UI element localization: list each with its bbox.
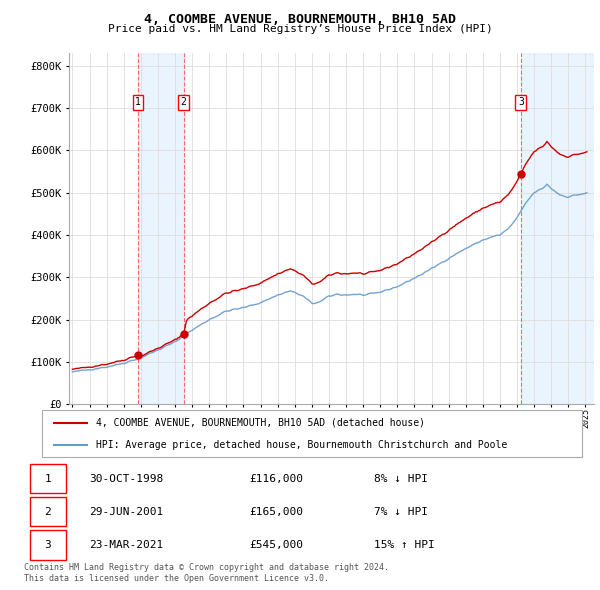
Text: Contains HM Land Registry data © Crown copyright and database right 2024.: Contains HM Land Registry data © Crown c… [24,563,389,572]
FancyBboxPatch shape [42,410,582,457]
Text: 2: 2 [181,97,187,107]
Text: Price paid vs. HM Land Registry’s House Price Index (HPI): Price paid vs. HM Land Registry’s House … [107,24,493,34]
Text: 4, COOMBE AVENUE, BOURNEMOUTH, BH10 5AD (detached house): 4, COOMBE AVENUE, BOURNEMOUTH, BH10 5AD … [96,418,425,428]
Text: 3: 3 [44,540,52,550]
Text: 23-MAR-2021: 23-MAR-2021 [89,540,163,550]
Text: 2: 2 [44,507,52,517]
Text: 8% ↓ HPI: 8% ↓ HPI [374,474,428,484]
Text: HPI: Average price, detached house, Bournemouth Christchurch and Poole: HPI: Average price, detached house, Bour… [96,440,507,450]
Bar [521,53,594,404]
Text: 30-OCT-1998: 30-OCT-1998 [89,474,163,484]
Bar [138,53,184,404]
Text: 3: 3 [518,97,524,107]
Text: 1: 1 [135,97,141,107]
FancyBboxPatch shape [29,497,66,526]
Text: £116,000: £116,000 [250,474,304,484]
Text: £545,000: £545,000 [250,540,304,550]
Text: 29-JUN-2001: 29-JUN-2001 [89,507,163,517]
Text: 4, COOMBE AVENUE, BOURNEMOUTH, BH10 5AD: 4, COOMBE AVENUE, BOURNEMOUTH, BH10 5AD [144,13,456,26]
FancyBboxPatch shape [29,464,66,493]
Text: £165,000: £165,000 [250,507,304,517]
Text: 7% ↓ HPI: 7% ↓ HPI [374,507,428,517]
Text: 15% ↑ HPI: 15% ↑ HPI [374,540,434,550]
Text: 1: 1 [44,474,52,484]
Text: This data is licensed under the Open Government Licence v3.0.: This data is licensed under the Open Gov… [24,574,329,583]
FancyBboxPatch shape [29,530,66,559]
